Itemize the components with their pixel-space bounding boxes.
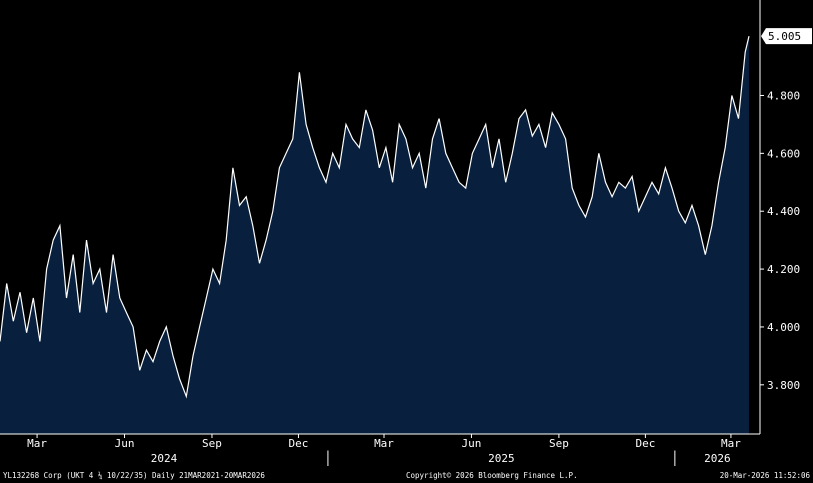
y-axis-ticks: 3.800 4.000 4.200 4.400 4.600 4.800	[760, 89, 800, 392]
x-tick-label: Mar	[27, 437, 47, 450]
footer-right: 20-Mar-2026 11:52:06	[720, 471, 811, 480]
x-tick-label: Jun	[462, 437, 482, 450]
year-labels: 2024 2025 2026	[151, 450, 731, 466]
x-tick-label: Dec	[289, 437, 309, 450]
year-label: 2025	[488, 452, 515, 465]
series-line	[0, 36, 750, 399]
y-tick-label: 3.800	[767, 379, 800, 392]
y-tick-label: 4.600	[767, 147, 800, 160]
y-tick-label: 4.200	[767, 263, 800, 276]
footer-center: Copyright© 2026 Bloomberg Finance L.P.	[406, 471, 578, 480]
x-tick-label: Sep	[549, 437, 569, 450]
year-label: 2024	[151, 452, 178, 465]
y-tick-label: 4.400	[767, 205, 800, 218]
last-value-label: 5.005	[768, 30, 801, 43]
x-tick-label: Mar	[374, 437, 394, 450]
x-tick-label: Dec	[635, 437, 655, 450]
year-label: 2026	[704, 452, 731, 465]
y-tick-label: 4.800	[767, 89, 800, 102]
last-value-badge	[761, 28, 812, 45]
x-axis-ticks: Mar Jun Sep Dec Mar Jun Sep Dec Mar	[27, 434, 741, 450]
x-tick-label: Mar	[721, 437, 741, 450]
last-value-marker: 5.005	[761, 28, 812, 45]
x-tick-label: Sep	[202, 437, 222, 450]
footer-left: YL132268 Corp (UKT 4 ¼ 10/22/35) Daily 2…	[3, 471, 265, 480]
y-tick-label: 4.000	[767, 321, 800, 334]
x-tick-label: Jun	[115, 437, 135, 450]
plot-area	[0, 36, 750, 434]
series-area	[0, 36, 749, 434]
